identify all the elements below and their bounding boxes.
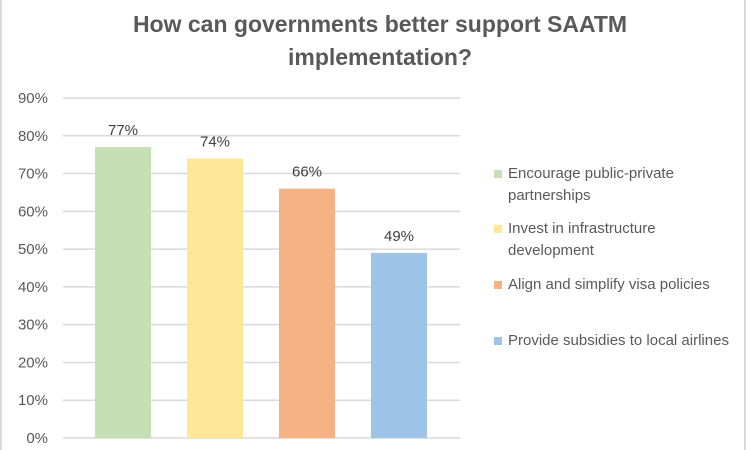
- y-tick-label: 30%: [18, 317, 48, 334]
- legend-item: Provide subsidies to local airlines: [494, 330, 738, 352]
- legend-swatch: [494, 281, 502, 289]
- legend-label: Provide subsidies to local airlines: [508, 332, 729, 349]
- legend-item: Invest in infrastructure development: [494, 218, 738, 262]
- y-tick-label: 70%: [18, 166, 48, 183]
- legend-label: Encourage public-private partnerships: [508, 165, 674, 204]
- bar-4: [371, 252, 427, 438]
- legend-item: Encourage public-private partnerships: [494, 163, 738, 207]
- y-tick-label: 20%: [18, 354, 48, 371]
- legend-swatch: [494, 225, 502, 233]
- legend-item: Align and simplify visa policies: [494, 274, 738, 296]
- legend-label: Align and simplify visa policies: [508, 276, 710, 293]
- data-label: 74%: [200, 133, 230, 150]
- y-tick-label: 90%: [18, 90, 48, 107]
- y-tick-label: 0%: [26, 430, 48, 447]
- legend-label: Invest in infrastructure development: [508, 220, 656, 259]
- data-label: 49%: [384, 228, 414, 245]
- y-tick-label: 10%: [18, 392, 48, 409]
- data-label: 66%: [292, 164, 322, 181]
- chart-title: How can governments better support SAATM…: [132, 11, 628, 70]
- bar-1: [95, 147, 151, 438]
- y-tick-label: 50%: [18, 241, 48, 258]
- legend-swatch: [494, 337, 502, 345]
- bar-2: [187, 158, 243, 438]
- bar-3: [279, 188, 335, 438]
- legend-swatch: [494, 170, 502, 178]
- y-tick-label: 80%: [18, 128, 48, 145]
- y-tick-label: 60%: [18, 203, 48, 220]
- data-label: 77%: [108, 122, 138, 139]
- y-tick-label: 40%: [18, 279, 48, 296]
